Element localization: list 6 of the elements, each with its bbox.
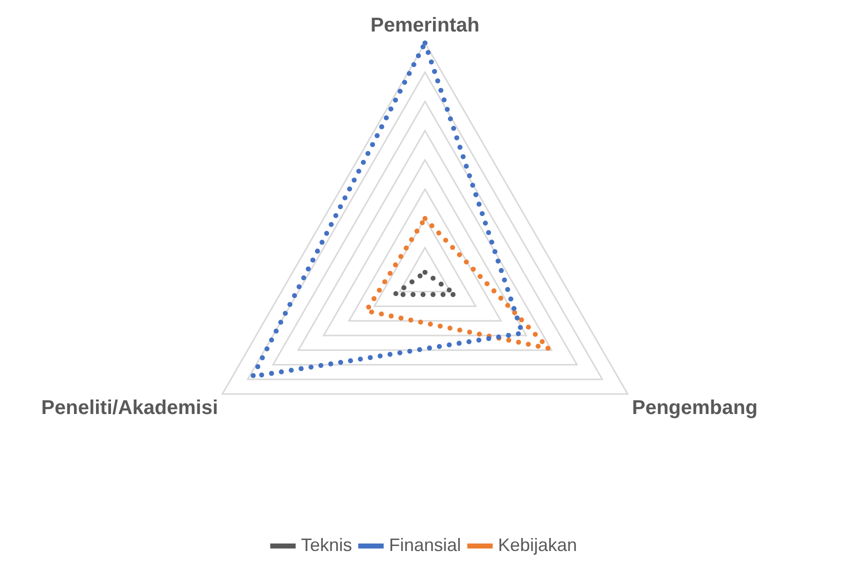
legend-label: Teknis [300, 534, 352, 555]
spoke-label: Pemerintah [370, 14, 480, 37]
spoke-label: Pengembang [632, 397, 758, 420]
legend-label: Kebijakan [498, 534, 578, 555]
spoke-label: Peneliti/Akademisi [41, 397, 218, 420]
legend-label: Finansial [388, 534, 462, 555]
